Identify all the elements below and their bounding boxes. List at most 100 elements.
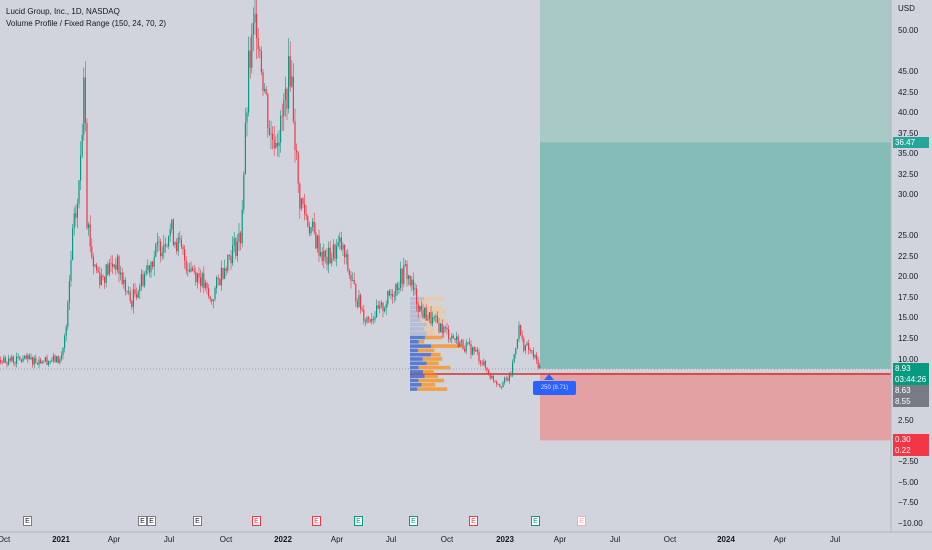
price-tag: 36.47 (893, 137, 929, 148)
vp-bar-down (426, 322, 433, 327)
earnings-event-icon[interactable]: E (312, 516, 321, 526)
candle-body (409, 275, 411, 286)
candle-body (289, 56, 291, 87)
legend-indicator[interactable]: Volume Profile / Fixed Range (150, 24, 7… (6, 19, 167, 28)
candle-body (65, 326, 67, 337)
vp-bar-down (431, 352, 441, 357)
y-tick-label: 17.50 (898, 293, 919, 302)
candle-body (193, 271, 195, 272)
earnings-event-icon[interactable]: E (193, 516, 202, 526)
candle-body (323, 250, 325, 261)
candle-body (504, 378, 506, 383)
earnings-event-icon[interactable]: E (147, 516, 156, 526)
candle-body (448, 329, 450, 340)
candle-body (537, 360, 539, 369)
candle-body (48, 360, 50, 365)
earnings-event-icon[interactable]: E (577, 516, 586, 526)
candle-body (251, 34, 253, 68)
candle-body (484, 361, 486, 368)
vp-bar-up (410, 322, 427, 327)
candle-body (283, 99, 285, 117)
x-tick-label: 2022 (274, 535, 292, 544)
candle-body (465, 343, 467, 352)
candle-body (28, 355, 30, 360)
candle-body (209, 296, 211, 300)
vp-bar-down (417, 301, 429, 305)
candle-body (19, 356, 21, 360)
vp-bar-up (410, 335, 425, 340)
candle-body (523, 338, 525, 351)
position-quantity-badge[interactable]: 250 (8.71) (533, 381, 576, 395)
candle-body (41, 362, 43, 364)
candle-body (310, 226, 312, 234)
candle-body (225, 268, 227, 271)
candle-body (76, 203, 78, 218)
candle-body (288, 56, 290, 109)
vp-bar-down (423, 327, 435, 331)
candle-body (441, 323, 443, 333)
candle-body (425, 307, 427, 321)
candle-body (164, 244, 166, 246)
candle-body (307, 215, 309, 227)
candle-body (252, 22, 254, 35)
candle-body (428, 312, 430, 319)
candle-body (430, 312, 432, 324)
candle-body (233, 238, 235, 246)
candle-body (260, 51, 262, 73)
candle-body (9, 358, 11, 361)
earnings-event-icon[interactable]: E (252, 516, 261, 526)
earnings-event-icon[interactable]: E (354, 516, 363, 526)
y-tick-label: 2.50 (898, 416, 914, 425)
earnings-event-icon[interactable]: E (409, 516, 418, 526)
candle-body (222, 267, 224, 279)
candle-body (152, 261, 154, 267)
candle-body (185, 260, 187, 271)
vp-bar-down (420, 318, 447, 323)
vp-bar-down (426, 331, 436, 335)
candle-body (299, 183, 301, 209)
candle-body (489, 375, 491, 379)
candle-body (377, 305, 379, 309)
earnings-event-icon[interactable]: E (23, 516, 32, 526)
candle-body (168, 236, 170, 247)
candle-body (171, 219, 173, 230)
candle-body (100, 275, 102, 285)
vp-bar-up (410, 383, 422, 387)
candle-body (259, 48, 261, 52)
y-tick-label: 42.50 (898, 88, 919, 97)
candle-body (72, 228, 74, 260)
candle-body (512, 362, 514, 376)
x-tick-label: 2023 (496, 535, 514, 544)
candle-body (390, 293, 392, 296)
candle-body (492, 375, 494, 381)
candle-body (352, 279, 354, 281)
y-tick-label: −2.50 (898, 457, 919, 466)
candle-body (520, 325, 522, 336)
candle-body (344, 245, 346, 258)
candle-body (408, 275, 410, 279)
candle-body (300, 198, 302, 209)
earnings-event-icon[interactable]: E (138, 516, 147, 526)
earnings-event-icon[interactable]: E (531, 516, 540, 526)
price-tag: 03:44:26 (893, 374, 929, 385)
candle-body (112, 263, 114, 268)
candle-body (139, 286, 141, 292)
candle-body (244, 122, 246, 175)
candle-body (326, 256, 328, 265)
candle-body (427, 318, 429, 321)
candle-body (345, 254, 347, 258)
candle-body (54, 355, 56, 363)
long-position-tool[interactable] (0, 0, 891, 441)
candle-body (224, 268, 226, 279)
earnings-event-icon[interactable]: E (469, 516, 478, 526)
candle-body (521, 335, 523, 339)
candle-body (476, 349, 478, 352)
candle-body (276, 142, 278, 147)
candle-body (179, 237, 181, 240)
candle-body (528, 343, 530, 351)
candle-body (156, 242, 158, 245)
candle-body (371, 318, 373, 322)
candle-body (280, 115, 282, 143)
candle-body (57, 356, 59, 364)
